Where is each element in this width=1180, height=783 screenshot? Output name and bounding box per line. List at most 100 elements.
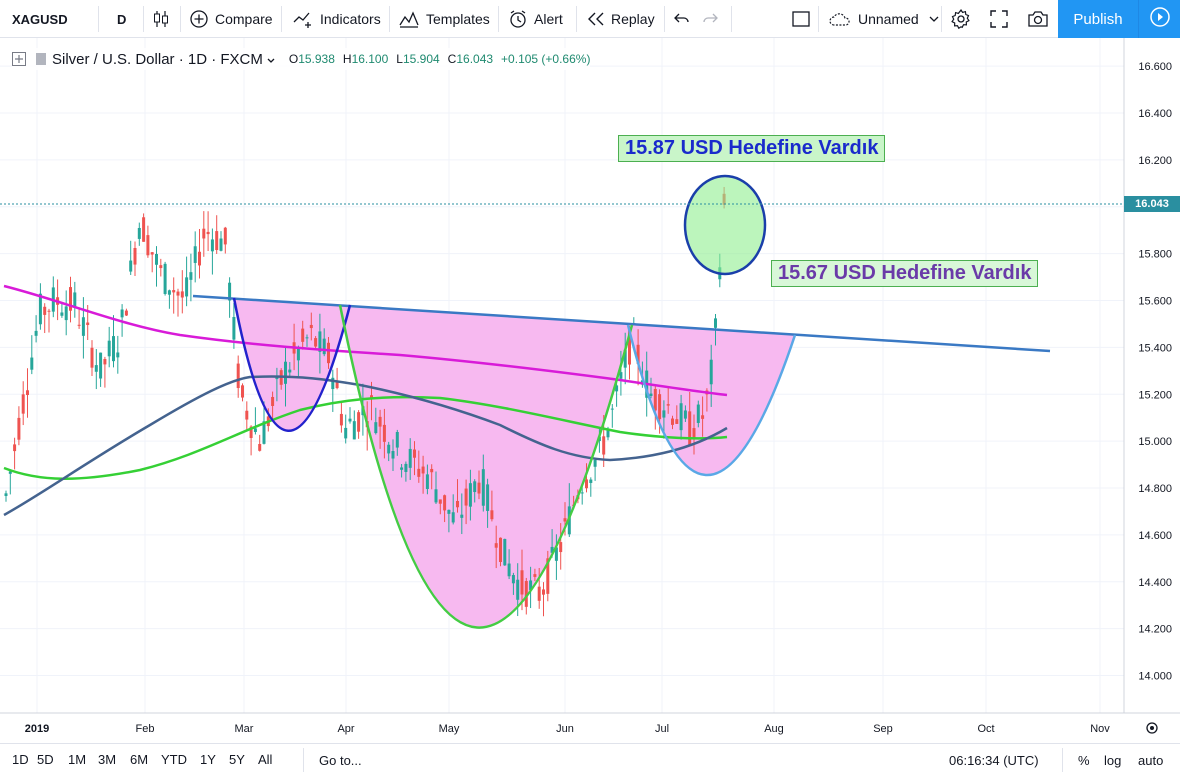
candle-body [249,426,253,438]
candle-body [696,404,700,423]
candle-body [683,410,687,419]
publish-button[interactable]: Publish [1058,0,1138,38]
price-tick-label: 15.000 [1138,436,1172,448]
legend-chevron-icon[interactable] [267,51,275,68]
candle-body [615,385,619,392]
time-tick-label: Aug [764,723,784,735]
legend-title[interactable]: Silver / U.S. Dollar · 1D · FXCM [52,50,263,68]
fullscreen-square-button[interactable] [791,0,817,38]
replay-button[interactable]: Replay [587,0,655,38]
goto-button[interactable]: Go to... [319,744,362,776]
candle-body [679,403,683,431]
candle-body [456,500,459,508]
candle-body [318,331,322,352]
candle-body [417,468,421,477]
candle-body [86,322,90,326]
candle-body [262,421,266,444]
candle-body [370,395,373,399]
candle-body [404,463,408,472]
symbol-search[interactable]: XAGUSD [12,0,68,38]
candle-body [253,428,257,432]
play-circle-icon [1149,6,1171,33]
candle-body [180,291,184,298]
candle-body [494,543,498,548]
chart-type-button[interactable] [152,0,176,38]
templates-icon [398,9,420,29]
candle-body [542,589,545,595]
price-axis[interactable]: 16.60016.40016.20016.00015.80015.60015.4… [1138,61,1172,682]
percent-toggle[interactable]: % [1078,752,1090,768]
range-button-5d[interactable]: 5D [37,752,54,767]
chart-area[interactable]: 16.60016.40016.20016.00015.80015.60015.4… [0,38,1180,743]
range-button-all[interactable]: All [258,752,273,767]
candle-body [490,510,494,520]
candle-body [327,342,330,364]
compare-button[interactable]: Compare [189,0,273,38]
left-shoulder-fill [234,298,350,431]
range-button-1y[interactable]: 1Y [200,752,216,767]
candle-body [223,227,227,245]
range-button-1d[interactable]: 1D [12,752,29,767]
candle-body [288,369,292,373]
candle-body [636,344,640,364]
legend-open: O15.938 [288,52,335,66]
templates-button[interactable]: Templates [398,0,490,38]
range-button-3m[interactable]: 3M [98,752,117,767]
range-button-6m[interactable]: 6M [130,752,149,767]
layout-name-button[interactable]: Unnamed [828,0,945,38]
legend-change: +0.105 (+0.66%) [501,52,591,66]
candle-body [357,412,361,432]
candle-body [103,358,107,365]
chevron-down-icon [929,15,939,23]
current-price-tag: 16.043 [1124,196,1180,212]
annotation-target-high[interactable]: 15.87 USD Hedefine Vardık [618,135,886,162]
time-tick-label: Oct [977,723,994,735]
candle-body [692,428,696,440]
candle-body [391,451,395,459]
candle-body [546,558,550,594]
settings-button[interactable] [950,0,978,38]
snapshot-button[interactable] [1027,0,1055,38]
price-tick-label: 16.200 [1138,155,1172,167]
fullscreen-button[interactable] [989,0,1015,38]
utc-time[interactable]: 06:16:34 (UTC) [949,744,1039,776]
time-tick-label: May [439,723,460,735]
log-toggle[interactable]: log [1104,752,1122,768]
candle-body [503,538,507,566]
legend-add-icon[interactable] [12,52,26,66]
gear-icon [950,8,972,30]
candle-body [120,309,124,318]
candle-body [408,448,412,468]
undo-button[interactable] [673,0,697,38]
candle-body [537,586,541,601]
candle-body [301,328,305,342]
plus-circle-icon [189,9,209,29]
candle-body [228,282,232,301]
annotation-target-low[interactable]: 15.67 USD Hedefine Vardık [771,260,1039,287]
axis-settings-gear-icon[interactable] [1146,722,1158,734]
alert-button[interactable]: Alert [508,0,563,38]
candle-body [305,337,309,339]
interval-button[interactable]: D [117,0,126,38]
candle-body [714,318,717,328]
candle-body [593,459,597,467]
range-button-ytd[interactable]: YTD [161,752,187,767]
time-axis[interactable]: 2019 Feb Mar Apr May Jun Jul Aug Sep Oct Nov [25,722,1158,735]
range-button-1m[interactable]: 1M [68,752,87,767]
indicators-button[interactable]: Indicators [292,0,381,38]
candle-body [559,542,563,553]
candle-body [473,481,477,493]
candle-body [215,231,219,251]
candle-body [421,466,425,474]
auto-toggle[interactable]: auto [1138,752,1164,768]
candle-body [675,419,679,424]
range-button-5y[interactable]: 5Y [229,752,245,767]
play-button[interactable] [1138,0,1180,38]
camera-icon [1027,9,1049,29]
candle-body [90,347,94,368]
redo-button[interactable] [701,0,725,38]
target-circle [683,174,767,276]
price-chart[interactable]: 16.60016.40016.20016.00015.80015.60015.4… [0,38,1180,743]
candle-body [434,489,438,503]
candle-body [219,238,223,251]
